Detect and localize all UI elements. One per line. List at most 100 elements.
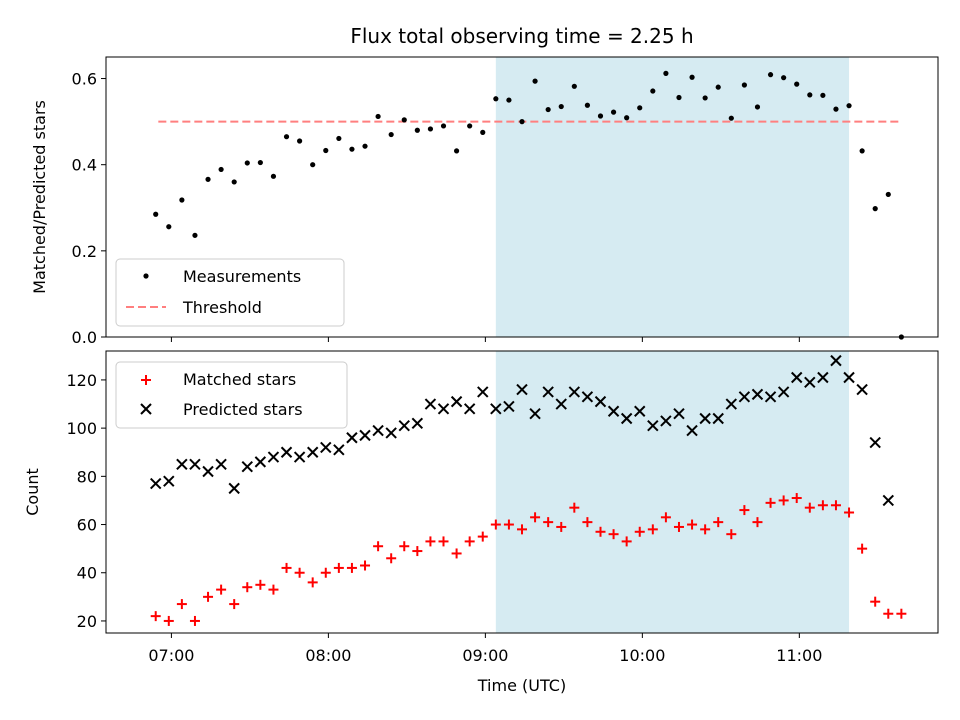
predicted-stars-point (581, 391, 594, 403)
matched-stars-point (543, 517, 554, 528)
measurement-point (846, 103, 852, 109)
measurement-point (650, 88, 656, 94)
measurement-point (493, 96, 499, 102)
matched-stars-point (399, 541, 410, 552)
legend-matched-label: Matched stars (183, 370, 296, 389)
matched-stars-point (673, 521, 684, 532)
measurement-point (807, 92, 813, 98)
measurement-point (715, 84, 721, 90)
legend-predicted-marker (140, 403, 152, 415)
y-tick-label: 0.2 (72, 242, 97, 261)
matched-stars-point (634, 526, 645, 537)
predicted-stars-point (751, 388, 764, 401)
matched-stars-point (216, 584, 227, 595)
measurement-point (257, 159, 263, 166)
matched-stars-point (346, 562, 357, 573)
predicted-stars-point (607, 405, 620, 417)
measurement-point (218, 166, 224, 173)
top-legend: Measurements Threshold (115, 258, 345, 327)
bottom-observing-window-shading (495, 351, 850, 633)
matched-stars-point (530, 512, 541, 523)
measurement-point (166, 224, 172, 230)
predicted-stars-point (620, 412, 633, 425)
bottom-x-axis-ticks: 07:00 08:00 09:00 10:00 11:00 (148, 633, 822, 665)
matched-stars-point (412, 546, 423, 557)
chart-title: Flux total observing time = 2.25 h (350, 24, 693, 48)
matched-stars-point (176, 599, 187, 610)
measurement-point (676, 94, 682, 101)
measurement-point (467, 123, 473, 129)
measurement-point (859, 148, 865, 154)
predicted-stars-point (777, 386, 790, 398)
x-tick-label: 10:00 (619, 646, 665, 665)
matched-stars-point (726, 529, 737, 540)
measurement-point (885, 191, 891, 198)
measurement-point (179, 197, 185, 203)
y-tick-label: 60 (77, 516, 97, 535)
top-panel: 0.0 0.2 0.4 0.6 Flux total observing time =… (30, 24, 939, 347)
matched-stars-point (373, 541, 384, 552)
top-x-axis-ticks (170, 337, 800, 342)
matched-stars-point (503, 519, 514, 530)
matched-stars-point (464, 536, 475, 547)
measurement-point (545, 106, 551, 113)
matched-stars-point (804, 502, 815, 513)
matched-stars-point (844, 507, 855, 518)
legend-matched-marker (141, 375, 151, 385)
predicted-stars-point (804, 376, 816, 389)
measurement-point (754, 104, 761, 110)
matched-stars-point (451, 548, 462, 559)
measurement-point (336, 135, 342, 142)
predicted-stars-point (306, 446, 319, 458)
bottom-legend: Matched stars Predicted stars (115, 361, 348, 429)
predicted-stars-point (359, 429, 371, 442)
matched-stars-point (647, 524, 658, 535)
matched-stars-point (621, 536, 632, 547)
measurement-point (820, 92, 826, 98)
matched-stars-point (778, 495, 789, 506)
legend-measurements-label: Measurements (183, 267, 301, 286)
measurement-point (375, 113, 381, 120)
predicted-stars-point (228, 482, 240, 495)
measurement-point (414, 127, 420, 133)
predicted-stars-point (477, 386, 489, 398)
predicted-stars-point (686, 424, 698, 437)
legend-threshold-label: Threshold (182, 298, 262, 317)
measurement-point (624, 115, 630, 121)
measurement-point (362, 143, 368, 149)
predicted-stars-point (437, 403, 450, 415)
predicted-stars-point (882, 494, 894, 507)
matched-stars-point (857, 543, 868, 554)
y-tick-label: 100 (66, 419, 97, 438)
measurement-point (584, 102, 591, 108)
predicted-stars-point (568, 386, 581, 398)
matched-stars-point (255, 579, 266, 590)
measurement-point (440, 123, 447, 129)
predicted-stars-point (424, 398, 437, 410)
measurement-point (519, 119, 525, 125)
predicted-stars-point (542, 386, 554, 398)
matched-stars-point (268, 584, 279, 595)
matched-stars-point (556, 521, 567, 532)
y-tick-label: 0.6 (72, 70, 97, 89)
predicted-stars-point (830, 354, 842, 367)
matched-stars-point (791, 493, 802, 504)
x-tick-label: 09:00 (462, 646, 508, 665)
predicted-stars-point (333, 444, 345, 456)
matched-stars-point (281, 562, 292, 573)
y-tick-label: 40 (77, 564, 97, 583)
matched-stars-point (830, 500, 841, 511)
predicted-stars-point (293, 451, 306, 463)
y-tick-label: 120 (66, 371, 97, 390)
predicted-stars-point (385, 427, 397, 439)
matched-stars-point (896, 608, 907, 619)
predicted-stars-point (503, 400, 515, 413)
predicted-stars-point (843, 371, 855, 384)
legend-measurements-marker (143, 273, 149, 279)
top-y-axis-ticks: 0.0 0.2 0.4 0.6 (72, 70, 106, 347)
predicted-stars-point (856, 383, 868, 396)
predicted-stars-point (647, 420, 659, 432)
matched-stars-point (582, 517, 593, 528)
top-observing-window-shading (495, 57, 850, 337)
